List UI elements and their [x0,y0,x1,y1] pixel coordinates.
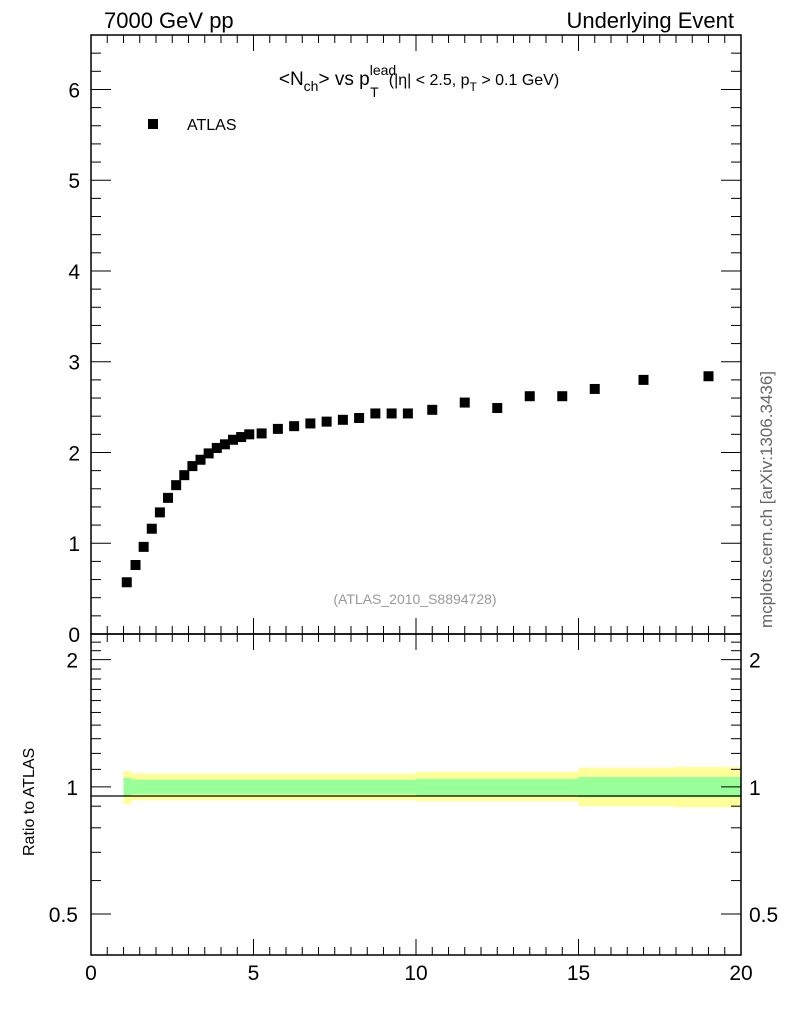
main-y-tick-label: 0 [68,624,80,647]
ratio-y-tick-label-left: 1 [66,777,78,800]
data-point [130,560,141,571]
axis-ticks [90,34,742,956]
data-point [427,404,438,415]
ratio-band-inner-1 [131,779,416,795]
data-point [146,523,157,534]
ratio-y-tick-label-left: 0.5 [49,904,78,927]
data-point [321,416,332,427]
data-point [138,541,149,552]
data-point [219,439,230,450]
data-point [179,470,190,481]
data-point [272,423,283,434]
main-y-tick-label: 5 [68,170,80,193]
data-point [354,412,365,423]
main-y-tick-label: 4 [68,261,80,284]
ratio-band-inner-3 [578,777,676,798]
data-point [228,434,239,445]
data-point [163,492,174,503]
data-point [203,448,214,459]
ratio-band-inner-4 [676,777,741,798]
x-tick-label: 15 [567,962,590,985]
ratio-y-tick-label-left: 2 [66,650,78,673]
legend-label-atlas: ATLAS [187,117,237,134]
data-point [492,403,503,414]
main-y-tick-label: 3 [68,352,80,375]
x-tick-label: 5 [248,962,260,985]
data-point [289,421,300,432]
data-point [154,507,165,518]
data-point [171,480,182,491]
data-point [386,408,397,419]
data-point [370,408,381,419]
chart-title: <Nch> vs plead T(|η| < 2.5, pT > 0.1 GeV) [279,62,559,100]
data-point [524,391,535,402]
data-point [589,383,600,394]
data-point [305,418,316,429]
data-point [459,397,470,408]
main-y-tick-label: 2 [68,442,80,465]
data-point [195,454,206,465]
data-point [638,374,649,385]
ratio-band-inner-0 [123,777,132,797]
main-y-tick-label: 6 [68,79,80,102]
ratio-y-tick-label-right: 0.5 [749,904,778,927]
ratio-uncertainty-bands [123,766,741,808]
analysis-watermark: (ATLAS_2010_S8894728) [333,591,496,607]
data-point [703,371,714,382]
atlas-data-points [121,371,714,588]
data-point [557,391,568,402]
header-left-label: 7000 GeV pp [104,8,234,33]
x-tick-label: 10 [404,962,427,985]
data-point [187,461,198,472]
x-tick-label: 20 [729,962,752,985]
main-y-tick-label: 1 [68,533,80,556]
data-point [256,428,267,439]
data-point [236,432,247,443]
x-tick-label: 0 [85,962,97,985]
ratio-panel-frame [90,633,742,956]
legend-marker-atlas [148,119,158,129]
ratio-y-tick-label-right: 2 [749,650,761,673]
data-point [211,442,222,453]
header-right-label: Underlying Event [566,8,734,33]
data-point [402,408,413,419]
data-point [244,429,255,440]
ratio-band-inner-2 [416,778,579,796]
data-point [337,414,348,425]
data-point [121,577,132,588]
ratio-y-tick-label-right: 1 [749,777,761,800]
axis-tick-labels: 0 1 2 3 4 5 6 0 5 10 15 20 0.5 0.5 1 1 2 2 [49,79,778,985]
